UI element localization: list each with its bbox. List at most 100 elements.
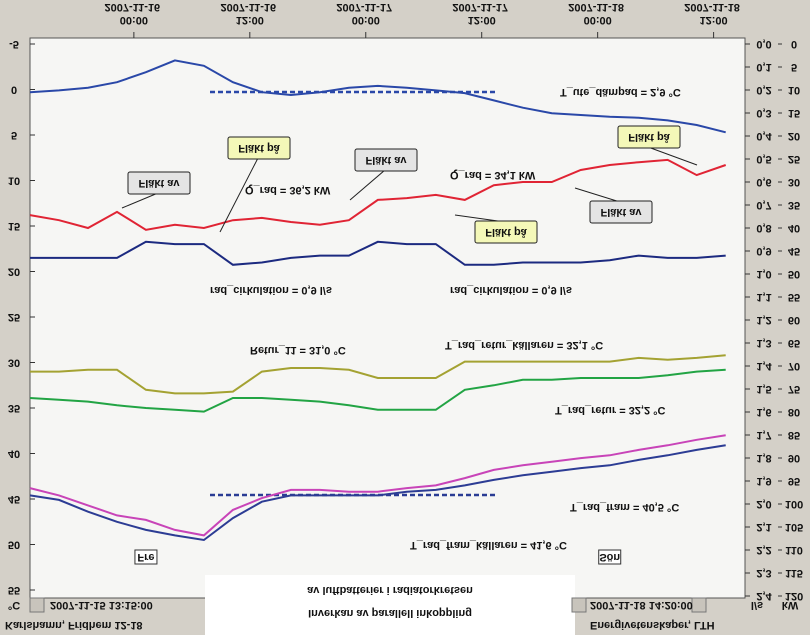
callout-box (354, 148, 418, 172)
callout-pointer (349, 169, 386, 201)
y2-tick-label: 1,4 (756, 360, 772, 372)
end-time: 2007-11-18 14:20:00 (590, 599, 693, 611)
x-tick-date: 2007-11-18 (568, 1, 627, 13)
y3-tick-label: 50 (788, 268, 800, 280)
y2-tick-label: 1,6 (756, 406, 771, 418)
y2-axis-unit: l/s (751, 599, 763, 611)
y3-tick-label: 20 (788, 130, 800, 142)
y2-tick-label: 0,3 (756, 107, 771, 119)
x-tick-date: 2007-11-17 (336, 1, 395, 13)
y2-tick-label: 1,2 (756, 314, 771, 326)
y-tick-label: 15 (8, 220, 20, 232)
nav-button[interactable] (571, 597, 587, 613)
y3-tick-label: 15 (788, 107, 800, 119)
day-box (598, 549, 622, 565)
series-line (29, 158, 727, 231)
callout-box (589, 200, 653, 224)
callout-label: Fläkt av (139, 177, 181, 189)
y2-tick-label: 1,1 (756, 291, 771, 303)
y2-tick-label: 1,8 (756, 452, 771, 464)
x-tick-time: 00:00 (584, 14, 612, 26)
y2-tick-label: 0,7 (756, 199, 771, 211)
series-line (30, 240, 726, 266)
y2-tick-label: 0,6 (756, 176, 771, 188)
x-tick-date: 2007-11-16 (220, 1, 279, 13)
series-annotation: Retur_11 = 31,0 °C (250, 344, 346, 356)
y2-tick-label: 2,4 (756, 590, 772, 602)
y2-tick-label: 0,8 (756, 222, 771, 234)
y3-tick-label: 100 (785, 498, 803, 510)
y2-tick-label: 0,0 (756, 38, 771, 50)
x-tick-label: 2007-11-18 12:00 (684, 1, 743, 26)
y3-tick-label: 90 (788, 452, 800, 464)
callout-pointer (647, 146, 698, 166)
y-tick-label: 55 (8, 584, 20, 596)
callout-box (474, 220, 538, 244)
nav-button[interactable] (691, 597, 707, 613)
y3-tick-label: 10 (788, 84, 800, 96)
callout-pointer (219, 157, 259, 233)
y2-tick-label: 0,2 (756, 84, 771, 96)
y-tick-label: 30 (8, 357, 20, 369)
y-axis-unit: °C (8, 599, 20, 611)
y3-tick-label: 55 (788, 291, 800, 303)
y-tick-label: 50 (8, 539, 20, 551)
chart-title: Inverkan av parallell inkoppling (308, 607, 472, 619)
callout-box (227, 136, 291, 160)
title-box (205, 575, 575, 635)
chart-subtitle: av luftbatterier i radiatorkretsen (307, 584, 473, 596)
x-tick-label: 2007-11-18 00:00 (568, 1, 627, 26)
x-tick-time: 12:00 (468, 14, 496, 26)
x-tick-time: 12:00 (236, 14, 264, 26)
x-tick-label: 2007-11-16 00:00 (105, 1, 164, 26)
y3-tick-label: 65 (788, 337, 800, 349)
series-annotation: rad_cirkulation = 0,9 l/s (210, 284, 332, 296)
series-annotation: T_rad_retur_källaren = 32,1 °C (445, 339, 603, 351)
y-tick-label: 25 (8, 311, 20, 323)
y3-tick-label: 40 (788, 222, 800, 234)
y-tick-label: 35 (8, 402, 20, 414)
series-line (29, 434, 726, 537)
y3-tick-label: 105 (785, 521, 803, 533)
y3-tick-label: 35 (788, 199, 800, 211)
day-label: Sön (599, 551, 620, 563)
y2-tick-label: 2,0 (756, 498, 771, 510)
y-tick-label: 5 (11, 129, 17, 141)
y-tick-label: 0 (11, 84, 17, 96)
day-label: Fre (137, 551, 154, 563)
callout-pointer (574, 187, 621, 203)
series-annotation: Q_rad = 34,1 kW (450, 169, 536, 181)
y3-tick-label: 120 (785, 590, 803, 602)
y2-tick-label: 1,9 (756, 475, 771, 487)
x-tick-label: 2007-11-17 00:00 (336, 1, 395, 26)
y2-tick-label: 0,5 (756, 153, 771, 165)
series-annotation: T_rad_retur = 32,2 °C (555, 404, 666, 416)
x-tick-date: 2007-11-18 (684, 1, 743, 13)
y2-tick-label: 2,1 (756, 521, 771, 533)
y-tick-label: -5 (9, 38, 19, 50)
x-tick-label: 2007-11-17 12:00 (452, 1, 511, 26)
series-annotation: T_rad_fram_källaren = 41,6 °C (410, 539, 567, 551)
y2-tick-label: 2,3 (756, 567, 771, 579)
callout-label: Fläkt på (485, 226, 527, 238)
y-tick-label: 40 (8, 448, 20, 460)
nav-button[interactable] (29, 597, 45, 613)
y-tick-label: 20 (8, 266, 20, 278)
y3-tick-label: 110 (785, 544, 803, 556)
y3-tick-label: 80 (788, 406, 800, 418)
series-line (29, 59, 726, 134)
callout-pointer (121, 192, 159, 209)
y3-tick-label: 30 (788, 176, 800, 188)
series-line (29, 444, 726, 542)
y2-tick-label: 2,2 (756, 544, 771, 556)
y3-tick-label: 95 (788, 475, 800, 487)
y2-tick-label: 0,9 (756, 245, 771, 257)
x-tick-date: 2007-11-17 (452, 1, 511, 13)
y2-tick-label: 1,3 (756, 337, 771, 349)
y3-axis-unit: kW (782, 599, 799, 611)
y3-tick-label: 60 (788, 314, 800, 326)
series-line (30, 354, 726, 395)
x-tick-label: 2007-11-16 12:00 (220, 1, 279, 26)
y3-tick-label: 70 (788, 360, 800, 372)
